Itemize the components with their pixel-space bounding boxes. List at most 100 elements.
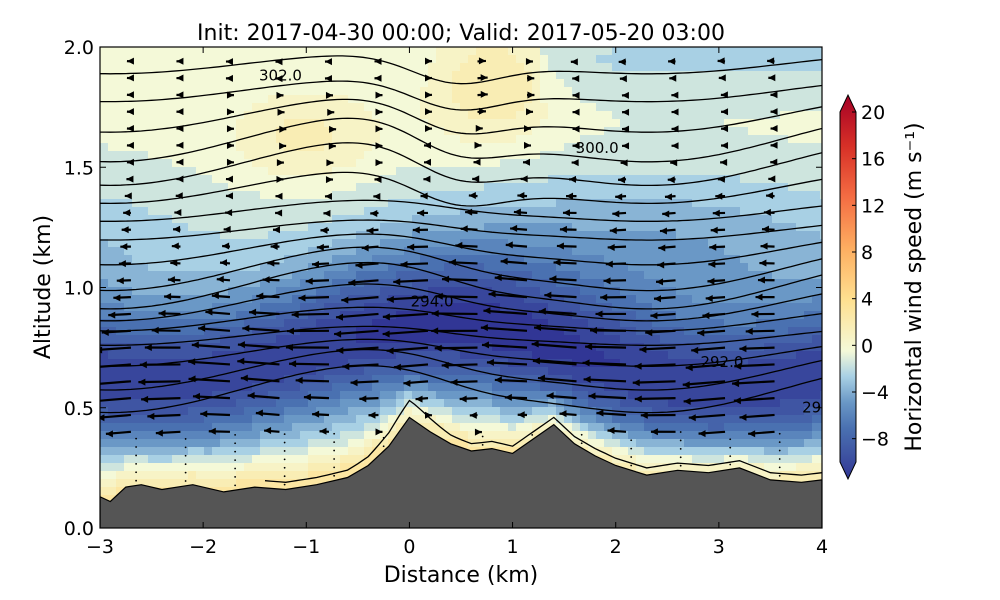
- wind-vector: [653, 295, 676, 303]
- wind-vector: [448, 258, 478, 266]
- wind-vector: [100, 413, 132, 422]
- wind-vector: [667, 176, 676, 184]
- wind-vector: [718, 74, 726, 82]
- wind-vector: [327, 108, 335, 116]
- wind-vector: [126, 57, 134, 65]
- wind-vector: [527, 91, 535, 99]
- wind-vector: [522, 158, 531, 166]
- wind-vector: [412, 226, 429, 234]
- vector-dot: [333, 466, 336, 469]
- wind-vector: [765, 192, 775, 200]
- wind-vector: [609, 227, 627, 235]
- wind-vector: [671, 142, 679, 150]
- wind-vector: [188, 375, 231, 383]
- wind-vector: [386, 346, 429, 355]
- colorbar-tick-label: −8: [861, 429, 889, 451]
- wind-vector: [763, 208, 775, 216]
- wind-vector: [697, 329, 726, 337]
- contour-label: 300.0: [576, 139, 619, 157]
- wind-vector: [441, 275, 478, 283]
- wind-vector: [334, 329, 379, 338]
- colorbar-tick-label: 12: [861, 195, 885, 217]
- x-tick-label: 3: [713, 536, 725, 558]
- wind-vector: [617, 176, 627, 184]
- vector-dot: [630, 439, 633, 442]
- wind-vector: [465, 208, 478, 216]
- wind-vector: [486, 358, 528, 366]
- wind-vector: [198, 324, 231, 332]
- y-tick-label: 2.0: [64, 37, 94, 59]
- wind-vector: [460, 225, 478, 233]
- wind-vector: [720, 91, 728, 99]
- colorbar-tick-label: 16: [861, 149, 885, 171]
- wind-vector: [326, 159, 334, 167]
- wind-vector: [770, 91, 778, 99]
- wind-vector: [655, 278, 676, 286]
- vector-dot: [283, 450, 286, 452]
- plot-area: 302.0 300.0 294.0 292.0 29: [100, 47, 822, 528]
- wind-vector: [270, 242, 280, 250]
- wind-vector: [139, 361, 181, 369]
- vector-dot: [333, 449, 336, 452]
- vector-dot: [481, 435, 484, 438]
- terrain: [100, 416, 822, 528]
- wind-vector: [469, 411, 478, 419]
- colorbar-scale: [839, 93, 857, 481]
- wind-vector: [658, 244, 676, 252]
- wind-vector: [739, 345, 775, 353]
- wind-vector: [286, 327, 329, 335]
- wind-vector: [279, 142, 287, 150]
- wind-vector: [691, 346, 726, 354]
- wind-vector: [582, 359, 627, 367]
- wind-vector: [386, 295, 429, 303]
- wind-vector: [474, 428, 483, 436]
- vector-dot: [283, 433, 286, 436]
- wind-vector: [126, 175, 134, 183]
- wind-vector: [237, 357, 280, 366]
- wind-vector: [222, 242, 231, 250]
- y-tick-label: 1.0: [64, 278, 94, 300]
- x-tick-label: −2: [189, 536, 217, 558]
- wind-speed-field: [100, 47, 822, 528]
- wind-vector: [441, 361, 478, 369]
- wind-vector: [650, 312, 676, 320]
- y-axis-ticks: 0.0 0.5 1.0 1.5 2.0: [64, 37, 822, 540]
- wind-vector: [455, 241, 478, 249]
- wind-vector: [717, 57, 726, 65]
- wind-vector: [225, 74, 233, 82]
- contour-label: 294.0: [411, 293, 454, 311]
- wind-vector: [176, 124, 184, 132]
- wind-vector: [375, 428, 383, 436]
- vector-dot: [184, 446, 187, 449]
- wind-vector: [572, 125, 580, 133]
- wind-vector: [607, 426, 627, 434]
- wind-vector: [620, 159, 628, 167]
- wind-vector: [517, 411, 528, 419]
- wind-vector: [434, 344, 478, 352]
- wind-vector: [289, 360, 329, 368]
- wind-vector: [100, 380, 132, 385]
- wind-vector: [477, 107, 487, 115]
- wind-vector: [751, 310, 775, 318]
- colorbar-tick-label: 20: [861, 102, 885, 124]
- wind-vector: [612, 210, 627, 218]
- contour-label: 302.0: [259, 67, 302, 85]
- wind-vector: [144, 343, 181, 351]
- vector-dot: [778, 474, 781, 477]
- wind-vector: [325, 176, 334, 184]
- wind-vector: [176, 57, 184, 65]
- vector-dot: [283, 466, 286, 469]
- wind-vector: [342, 363, 379, 371]
- wind-vector: [671, 125, 679, 133]
- vector-dot: [135, 454, 138, 457]
- colorbar-tick-label: 0: [861, 335, 873, 357]
- wind-vector: [420, 192, 429, 200]
- wind-vector: [393, 363, 429, 371]
- wind-vector: [242, 324, 280, 332]
- wind-vector: [424, 125, 433, 133]
- wind-vector: [494, 274, 528, 282]
- vector-dot: [778, 441, 781, 444]
- isentrope-line: [100, 117, 822, 163]
- vector-dot: [234, 467, 237, 470]
- vector-dot: [729, 438, 732, 441]
